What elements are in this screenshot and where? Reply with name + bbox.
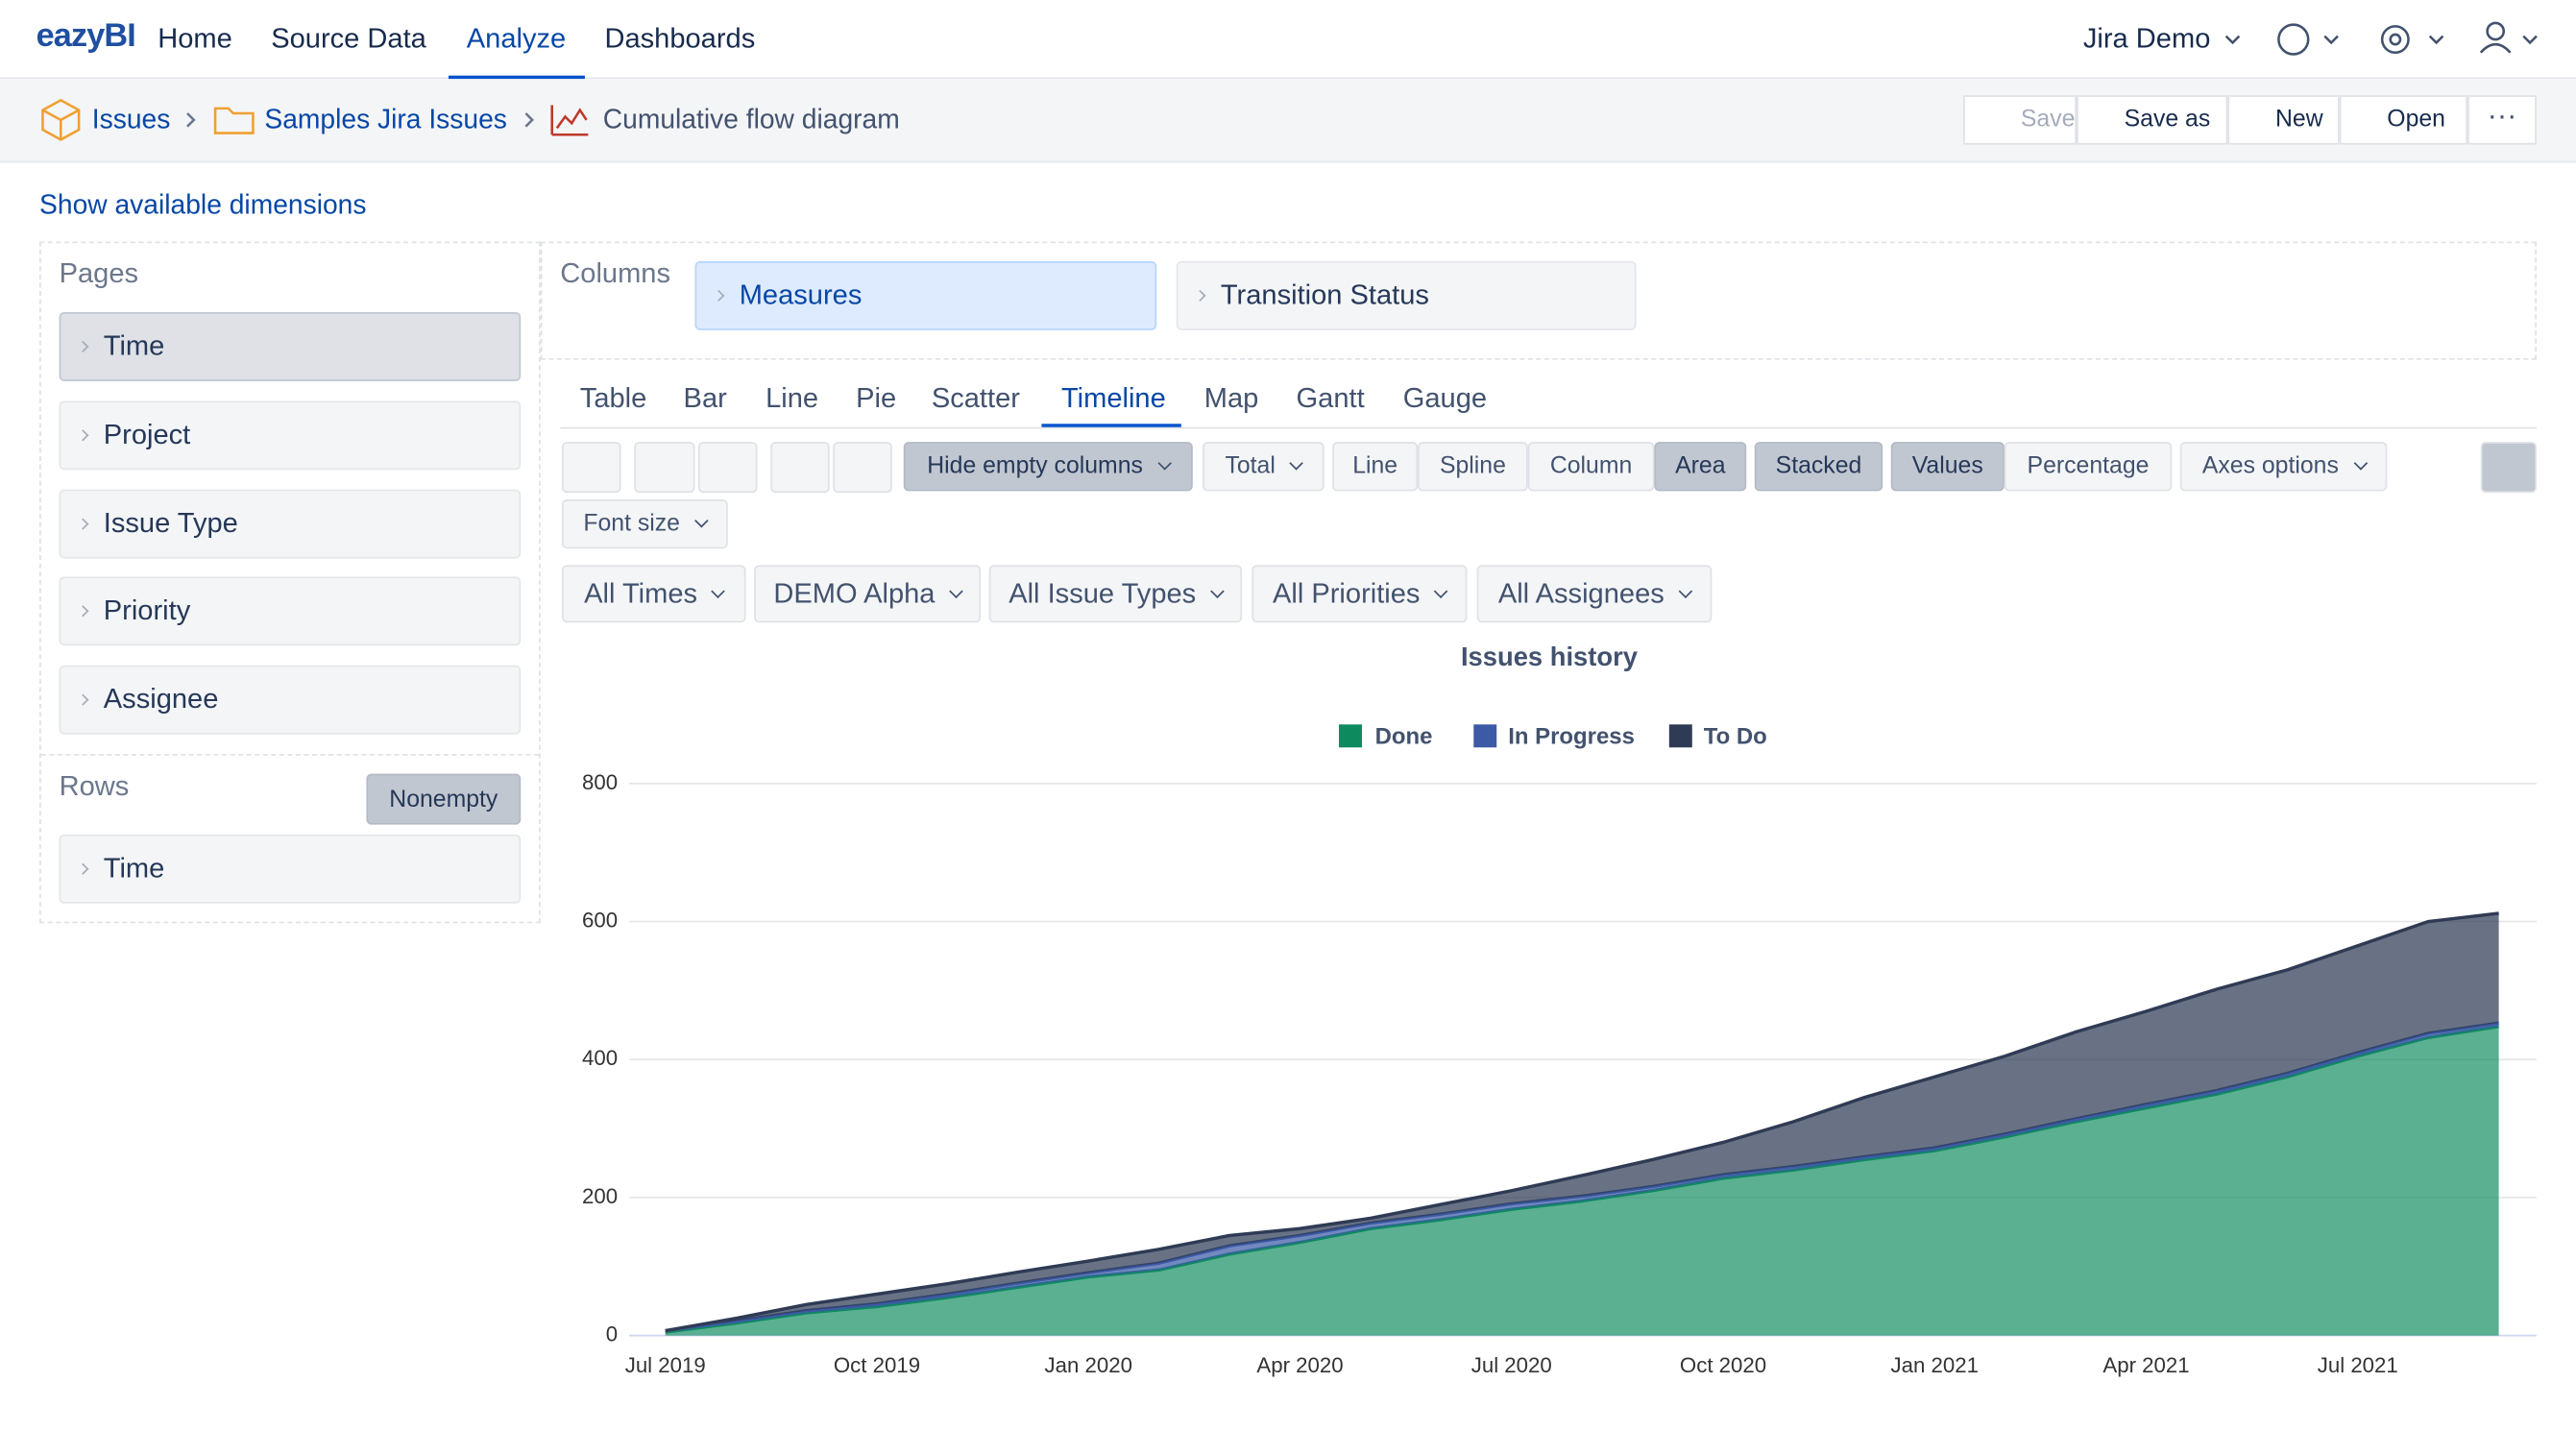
more-button[interactable]: ··· bbox=[2467, 95, 2537, 145]
breadcrumb-item: Cumulative flow diagram bbox=[602, 105, 900, 135]
toolbar-button[interactable]: Line bbox=[1332, 442, 1419, 492]
column-dimension[interactable]: Transition Status bbox=[1176, 260, 1637, 330]
action-button[interactable]: New bbox=[2227, 95, 2340, 145]
nav-link[interactable]: Source Data bbox=[271, 22, 426, 55]
toolbar-button[interactable]: Font size bbox=[561, 498, 728, 549]
pages-panel bbox=[39, 241, 541, 924]
toolbar-button[interactable]: Area bbox=[1654, 442, 1747, 492]
page-filter[interactable]: All Assignees bbox=[1476, 565, 1713, 623]
view-tab[interactable]: Pie bbox=[856, 382, 897, 415]
x-tick-label: Apr 2021 bbox=[2102, 1353, 2189, 1377]
area-line bbox=[665, 1025, 2499, 1334]
area-line bbox=[665, 1021, 2499, 1333]
legend-swatch bbox=[1473, 724, 1497, 748]
nav-active-underline bbox=[448, 75, 585, 80]
legend-label: In Progress bbox=[1508, 723, 1635, 749]
icon-button[interactable] bbox=[561, 442, 621, 494]
y-tick-label: 200 bbox=[582, 1184, 618, 1208]
y-tick-label: 0 bbox=[606, 1322, 618, 1346]
icon-button[interactable] bbox=[833, 442, 892, 494]
view-tab-underline bbox=[1041, 424, 1181, 427]
top-bar bbox=[0, 0, 2576, 80]
page-filter[interactable]: DEMO Alpha bbox=[754, 565, 982, 623]
x-tick-label: Jul 2020 bbox=[1471, 1353, 1552, 1377]
page-dimension[interactable]: Project bbox=[59, 400, 522, 471]
x-tick-label: Oct 2020 bbox=[1680, 1353, 1766, 1377]
nav-link[interactable]: Home bbox=[158, 22, 232, 55]
toolbar-button[interactable]: Total bbox=[1203, 442, 1324, 492]
columns-label: Columns bbox=[560, 257, 671, 290]
toolbar-button[interactable]: Column bbox=[1527, 442, 1655, 492]
x-tick-label: Jul 2021 bbox=[2318, 1353, 2398, 1377]
page-dimension[interactable]: Priority bbox=[59, 576, 522, 646]
x-tick-label: Jan 2020 bbox=[1045, 1353, 1132, 1377]
page-filter[interactable]: All Issue Types bbox=[988, 565, 1243, 623]
view-tab[interactable]: Gauge bbox=[1402, 382, 1488, 415]
view-tab[interactable]: Scatter bbox=[931, 382, 1020, 415]
icon-button[interactable] bbox=[2480, 442, 2537, 494]
action-button[interactable]: Save bbox=[1962, 95, 2078, 145]
toolbar-button[interactable]: Stacked bbox=[1754, 442, 1883, 492]
legend-swatch bbox=[1668, 724, 1692, 748]
account-menu[interactable]: Jira Demo bbox=[2082, 22, 2211, 55]
columns-panel bbox=[540, 241, 2537, 360]
y-tick-label: 400 bbox=[582, 1046, 618, 1070]
icon-button[interactable] bbox=[634, 442, 695, 494]
nav-link[interactable]: Dashboards bbox=[604, 22, 756, 55]
view-tab[interactable]: Map bbox=[1203, 382, 1259, 415]
page-dimension[interactable]: Time bbox=[59, 311, 522, 381]
tabs-divider bbox=[560, 426, 2537, 429]
nav-link[interactable]: Analyze bbox=[466, 22, 567, 55]
x-tick-label: Jul 2019 bbox=[625, 1353, 706, 1377]
legend-label: Done bbox=[1375, 723, 1433, 749]
pages-label: Pages bbox=[59, 257, 139, 290]
logo: eazyBI bbox=[36, 17, 136, 55]
y-tick-label: 600 bbox=[582, 908, 618, 932]
nonempty-button[interactable]: Nonempty bbox=[366, 773, 522, 825]
breadcrumb-item[interactable]: Samples Jira Issues bbox=[264, 105, 507, 135]
area bbox=[665, 912, 2499, 1331]
x-tick-label: Oct 2019 bbox=[834, 1353, 920, 1377]
rows-divider bbox=[40, 754, 540, 756]
icon-button[interactable] bbox=[770, 442, 830, 494]
toolbar-button[interactable]: Axes options bbox=[2179, 442, 2388, 492]
area bbox=[665, 1023, 2499, 1333]
rows-label: Rows bbox=[59, 770, 130, 802]
view-tab[interactable]: Line bbox=[766, 382, 819, 415]
breadcrumb-item[interactable]: Issues bbox=[91, 105, 171, 135]
view-tab[interactable]: Gantt bbox=[1296, 382, 1365, 415]
column-dimension[interactable]: Measures bbox=[694, 260, 1157, 330]
page-filter[interactable]: All Priorities bbox=[1252, 565, 1468, 623]
action-button[interactable]: Open bbox=[2339, 95, 2468, 145]
action-button[interactable]: Save as bbox=[2077, 95, 2228, 145]
page-filter[interactable]: All Times bbox=[561, 565, 746, 623]
page-dimension[interactable]: Issue Type bbox=[59, 489, 522, 559]
area bbox=[665, 1026, 2499, 1336]
legend-label: To Do bbox=[1704, 723, 1767, 749]
area-line bbox=[665, 911, 2499, 1333]
toolbar-button[interactable]: Spline bbox=[1418, 442, 1528, 492]
icon-button[interactable] bbox=[697, 442, 758, 494]
view-tab[interactable]: Timeline bbox=[1060, 382, 1166, 415]
toolbar-button[interactable]: Hide empty columns bbox=[903, 442, 1193, 492]
x-tick-label: Apr 2020 bbox=[1256, 1353, 1343, 1377]
show-dimensions-link[interactable]: Show available dimensions bbox=[39, 190, 367, 221]
view-tab[interactable]: Bar bbox=[683, 382, 727, 415]
y-tick-label: 800 bbox=[582, 770, 618, 794]
page-dimension[interactable]: Assignee bbox=[59, 665, 522, 735]
toolbar-button[interactable]: Values bbox=[1890, 442, 2005, 492]
toolbar-button[interactable]: Percentage bbox=[2004, 442, 2173, 492]
legend-swatch bbox=[1339, 724, 1362, 748]
x-tick-label: Jan 2021 bbox=[1891, 1353, 1979, 1377]
view-tab[interactable]: Table bbox=[579, 382, 647, 415]
chart-title: Issues history bbox=[1461, 642, 1639, 671]
row-dimension[interactable]: Time bbox=[59, 834, 522, 904]
